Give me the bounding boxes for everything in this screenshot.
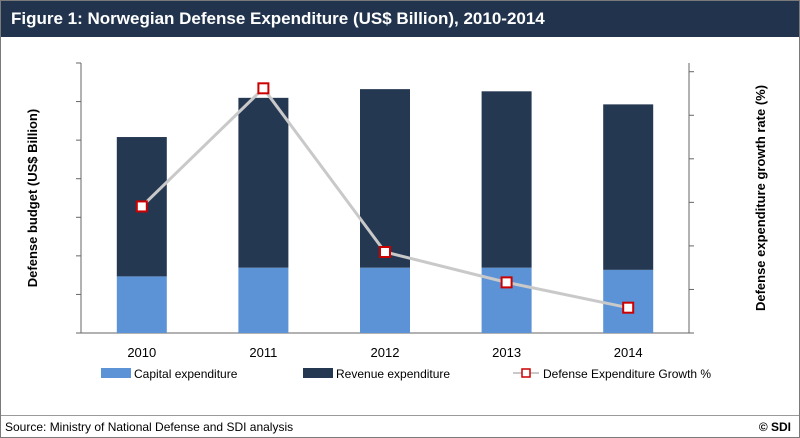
legend-marker-growth	[521, 368, 531, 378]
bars	[116, 89, 654, 333]
legend-swatch-capital	[101, 368, 131, 378]
right-axis	[688, 63, 694, 334]
growth-marker-2013	[500, 276, 513, 289]
growth-line	[135, 82, 635, 314]
growth-marker-2012	[379, 246, 391, 258]
bar-revenue-2012	[360, 89, 410, 268]
y2-axis-label: Defense expenditure growth rate (%)	[753, 85, 768, 311]
x-tick-label: 2012	[371, 345, 400, 360]
x-tick-label: 2010	[127, 345, 156, 360]
chart-area: 2010 2011 2012 2013 2014 Defense budget (US$…	[1, 37, 799, 417]
legend-swatch-revenue	[303, 368, 333, 378]
bar-revenue-2011	[238, 97, 289, 268]
legend-label-capital: Capital expenditure	[134, 367, 238, 381]
bar-capital-2012	[360, 267, 410, 333]
copyright-note: © SDI	[758, 420, 791, 434]
figure-title: Figure 1: Norwegian Defense Expenditure …	[1, 1, 799, 37]
growth-marker-2010	[135, 200, 148, 213]
bar-revenue-2014	[603, 104, 654, 270]
x-tick-label: 2013	[492, 345, 521, 360]
bar-capital-2010	[116, 276, 167, 333]
x-tick-labels: 2010 2011 2012 2013 2014	[127, 345, 642, 360]
legend: Capital expenditure Revenue expenditure De…	[101, 367, 711, 381]
footer: Source: Ministry of National Defense and…	[1, 415, 799, 437]
bar-capital-2011	[238, 267, 289, 333]
bar-capital-2014	[603, 269, 654, 333]
y-axis-label: Defense budget (US$ Billion)	[25, 109, 40, 287]
legend-label-revenue: Revenue expenditure	[336, 367, 450, 381]
bar-revenue-2013	[481, 91, 532, 268]
source-note: Source: Ministry of National Defense and…	[5, 420, 294, 434]
x-tick-label: 2011	[249, 345, 277, 360]
x-tick-label: 2014	[614, 345, 643, 360]
legend-label-growth: Defense Expenditure Growth %	[543, 367, 711, 381]
growth-marker-2011	[257, 82, 270, 95]
chart-svg: 2010 2011 2012 2013 2014 Defense budget (US$…	[25, 62, 768, 381]
growth-marker-2014	[622, 301, 635, 314]
